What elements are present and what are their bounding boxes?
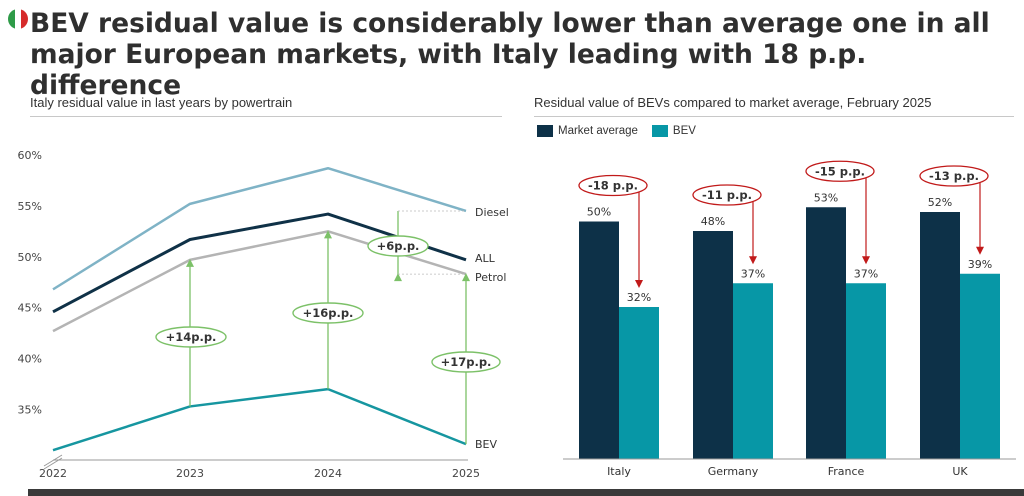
x-tick-label: 2024 bbox=[314, 467, 342, 480]
diff-label: -15 p.p. bbox=[815, 164, 865, 178]
line-chart-title: Italy residual value in last years by po… bbox=[30, 95, 293, 110]
gap-arrow-2024-head bbox=[324, 230, 332, 239]
bar-bev-france bbox=[846, 283, 886, 459]
diff-label: -11 p.p. bbox=[702, 188, 752, 202]
legend-item-market-average: Market average bbox=[537, 125, 638, 137]
gap-arrow-2025-head bbox=[462, 273, 470, 282]
diff-arrow-head bbox=[749, 256, 757, 265]
bar-market-average-france bbox=[806, 207, 846, 459]
bar-value-label: 50% bbox=[587, 206, 611, 219]
bar-chart-title: Residual value of BEVs compared to marke… bbox=[534, 95, 932, 110]
bar-market-average-italy bbox=[579, 221, 619, 459]
diff-pill bbox=[578, 174, 648, 197]
gap-2023-label: +14p.p. bbox=[166, 330, 217, 344]
series-end-label-all: ALL bbox=[475, 252, 496, 265]
bar-value-label: 37% bbox=[741, 267, 765, 280]
series-end-label-petrol: Petrol bbox=[475, 271, 506, 284]
diff-arrow-head bbox=[976, 246, 984, 255]
legend-swatch-market-average bbox=[537, 125, 553, 137]
gap-arrow-2023-head bbox=[186, 258, 194, 267]
legend-label-bev: BEV bbox=[672, 125, 696, 137]
gap-2024-pill bbox=[292, 302, 364, 324]
y-tick-label: 35% bbox=[18, 404, 42, 417]
bar-value-label: 48% bbox=[701, 215, 725, 228]
gap-arrow-diesel-head bbox=[394, 273, 402, 282]
x-tick-label: 2023 bbox=[176, 467, 204, 480]
bar-value-label: 37% bbox=[854, 267, 878, 280]
gap-diesel-petrol-label: +6p.p. bbox=[377, 239, 420, 253]
x-tick-label: 2025 bbox=[452, 467, 480, 480]
diff-pill bbox=[805, 160, 875, 182]
axis-break-mark bbox=[43, 457, 63, 470]
category-label: UK bbox=[952, 465, 968, 478]
diff-pill bbox=[919, 165, 989, 187]
legend-item-bev: BEV bbox=[651, 125, 696, 137]
series-end-label-bev: BEV bbox=[475, 438, 497, 451]
diff-label: -13 p.p. bbox=[929, 169, 979, 183]
bar-legend: Market average BEV bbox=[537, 125, 710, 137]
bar-market-average-uk bbox=[920, 212, 960, 459]
axis-break-mark bbox=[43, 454, 63, 467]
bar-value-label: 32% bbox=[627, 291, 651, 304]
page-title: BEV residual value is considerably lower… bbox=[30, 8, 990, 101]
category-label: Germany bbox=[708, 465, 759, 478]
bar-value-label: 52% bbox=[928, 196, 952, 209]
left-title-rule bbox=[30, 116, 502, 117]
bar-value-label: 53% bbox=[814, 191, 838, 204]
series-line-bev bbox=[52, 387, 467, 452]
x-tick-label: 2022 bbox=[39, 467, 67, 480]
diff-arrow-head bbox=[862, 256, 870, 265]
gap-2024-label: +16p.p. bbox=[303, 306, 354, 320]
bar-bev-germany bbox=[733, 283, 773, 459]
gap-diesel-petrol-pill bbox=[367, 235, 429, 257]
diff-pill bbox=[692, 184, 762, 206]
italy-flag-icon bbox=[8, 9, 28, 29]
y-tick-label: 40% bbox=[18, 353, 42, 366]
footer-bar bbox=[28, 489, 1024, 496]
series-end-label-diesel: Diesel bbox=[475, 206, 509, 219]
gap-2025-pill bbox=[431, 351, 501, 373]
legend-label-market-average: Market average bbox=[558, 125, 638, 137]
gap-2023-pill bbox=[155, 326, 227, 348]
diff-arrow-head bbox=[635, 280, 643, 288]
y-tick-label: 45% bbox=[18, 302, 42, 315]
bar-bev-italy bbox=[619, 307, 659, 459]
bar-value-label: 39% bbox=[968, 258, 992, 271]
legend-swatch-bev bbox=[651, 125, 668, 137]
series-line-diesel bbox=[52, 166, 467, 291]
diff-label: -18 p.p. bbox=[588, 179, 638, 193]
y-tick-label: 60% bbox=[18, 149, 42, 162]
gap-2025-label: +17p.p. bbox=[441, 355, 492, 369]
y-tick-label: 50% bbox=[18, 251, 42, 264]
bar-bev-uk bbox=[960, 273, 1000, 459]
y-tick-label: 55% bbox=[18, 200, 42, 213]
category-label: Italy bbox=[607, 465, 631, 478]
bar-market-average-germany bbox=[693, 231, 733, 459]
right-title-rule bbox=[534, 116, 1014, 117]
category-label: France bbox=[828, 465, 865, 478]
